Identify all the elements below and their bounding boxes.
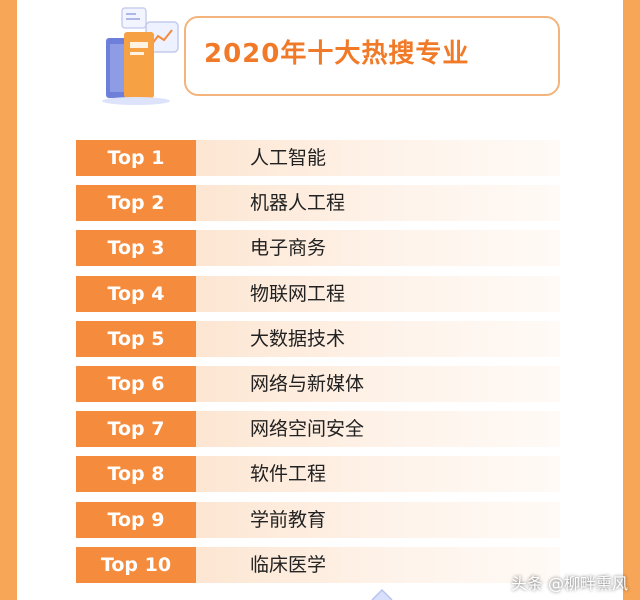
rank-badge: Top 3 [76,230,206,267]
list-item: Top 6 网络与新媒体 [76,365,560,402]
list-item: Top 10 临床医学 [76,546,560,583]
chart-card-icon [371,588,393,600]
page-title: 2020年十大热搜专业 [204,39,470,69]
rank-badge: Top 5 [76,320,206,357]
major-name: 临床医学 [196,546,560,583]
list-item: Top 8 软件工程 [76,456,560,493]
rank-badge: Top 4 [76,275,206,312]
major-name: 电子商务 [196,230,560,267]
major-name: 人工智能 [196,140,560,176]
list-item: Top 4 物联网工程 [76,275,560,312]
list-item: Top 9 学前教育 [76,501,560,538]
list-item: Top 5 大数据技术 [76,320,560,357]
ranking-list: Top 1 人工智能 Top 2 机器人工程 Top 3 电子商务 Top 4 … [76,140,560,592]
title-frame [184,16,560,96]
major-name: 网络与新媒体 [196,365,560,402]
list-item: Top 1 人工智能 [76,140,560,176]
watermark: 头条 @柳畔熏风 [510,574,628,593]
list-item: Top 7 网络空间安全 [76,411,560,448]
rank-badge: Top 2 [76,185,206,222]
rank-badge: Top 9 [76,501,206,538]
rank-badge: Top 7 [76,411,206,448]
major-name: 软件工程 [196,456,560,493]
rank-badge: Top 10 [76,546,206,583]
rank-badge: Top 1 [76,140,206,176]
major-name: 学前教育 [196,501,560,538]
major-name: 大数据技术 [196,320,560,357]
rank-badge: Top 8 [76,456,206,493]
major-name: 机器人工程 [196,185,560,222]
rank-badge: Top 6 [76,365,206,402]
list-item: Top 3 电子商务 [76,230,560,267]
books-icon [102,7,179,105]
major-name: 网络空间安全 [196,411,560,448]
list-item: Top 2 机器人工程 [76,185,560,222]
major-name: 物联网工程 [196,275,560,312]
